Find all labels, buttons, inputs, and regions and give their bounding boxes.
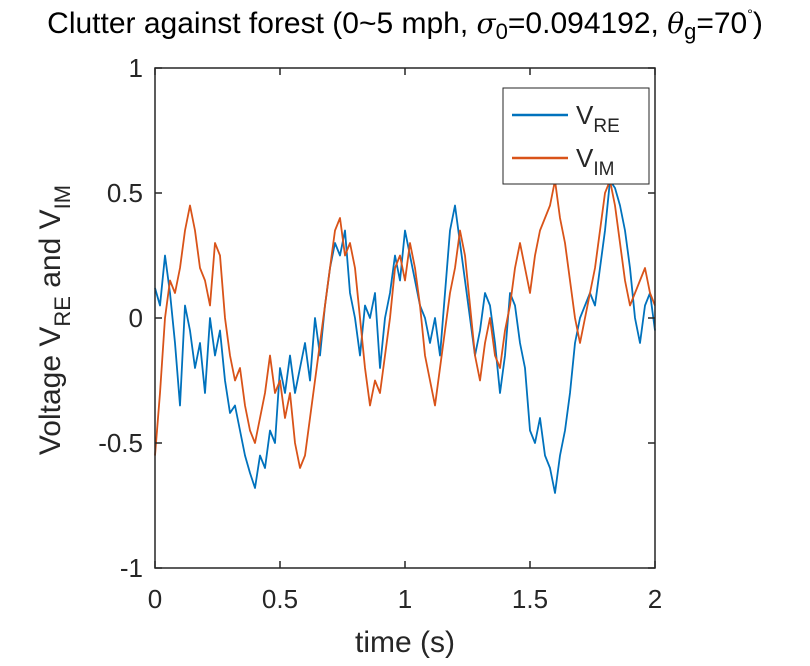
y-tick-label: -1: [120, 553, 143, 583]
y-tick-label: 1: [129, 53, 143, 83]
x-tick-label: 0: [148, 584, 162, 614]
series-line-im: [154, 179, 656, 469]
plot-area: [154, 179, 656, 494]
y-tick-label: 0: [129, 303, 143, 333]
x-tick-label: 0.5: [262, 584, 298, 614]
legend-label-vim: VIM: [576, 143, 614, 180]
x-tick-label: 1: [398, 584, 412, 614]
legend-box: [502, 87, 650, 185]
y-tick-label: 0.5: [107, 178, 143, 208]
y-axis-label: Voltage VRE and VIM: [34, 185, 75, 455]
x-axis-label: time (s): [355, 626, 455, 659]
y-tick-label: -0.5: [98, 428, 143, 458]
series-line-re: [154, 179, 656, 494]
axis-ticks: 0 0.5 1 1.5 2 -1 -0.5 0 0.5 1: [98, 53, 662, 614]
legend-label-vre: VRE: [576, 100, 620, 137]
legend: VRE VIM: [502, 87, 650, 185]
x-tick-label: 1.5: [512, 584, 548, 614]
x-tick-label: 2: [648, 584, 662, 614]
chart-title: Clutter against forest (0~5 mph, σ0=0.09…: [47, 6, 763, 44]
